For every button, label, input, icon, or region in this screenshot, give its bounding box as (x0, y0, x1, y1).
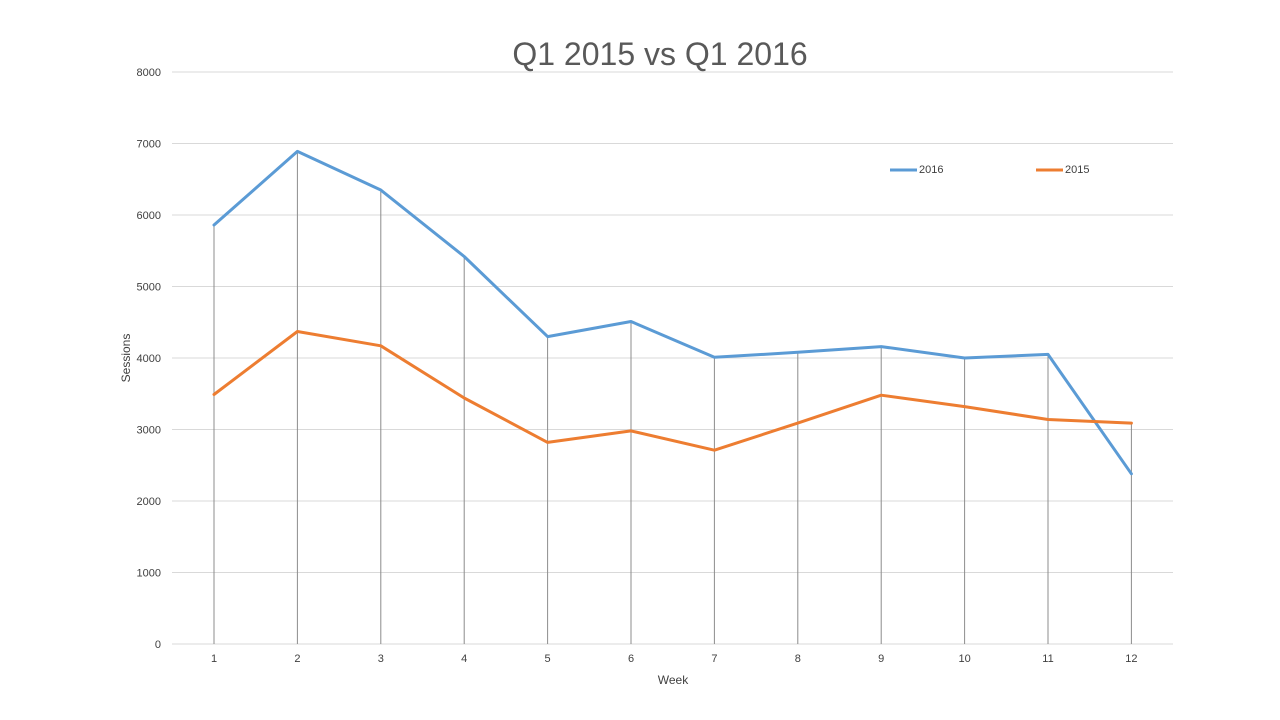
y-axis-ticks: 0 1000 2000 3000 4000 5000 6000 7000 8000 (137, 67, 161, 651)
legend: 2016 2015 (890, 164, 1089, 176)
y-tick-label: 0 (155, 639, 161, 651)
y-tick-label: 1000 (137, 568, 161, 580)
y-tick-label: 6000 (137, 210, 161, 222)
y-tick-label: 4000 (137, 353, 161, 365)
x-tick-label: 4 (461, 653, 467, 665)
y-axis-label: Sessions (119, 334, 133, 383)
series-line-2015 (212, 330, 1133, 452)
y-tick-label: 2000 (137, 496, 161, 508)
series-line-2016 (212, 149, 1133, 476)
y-tick-label: 7000 (137, 139, 161, 151)
legend-label: 2015 (1065, 164, 1089, 176)
x-tick-label: 10 (958, 653, 970, 665)
x-tick-label: 9 (878, 653, 884, 665)
x-tick-label: 6 (628, 653, 634, 665)
x-tick-label: 7 (711, 653, 717, 665)
y-tick-label: 3000 (137, 425, 161, 437)
x-tick-label: 3 (378, 653, 384, 665)
x-tick-label: 8 (795, 653, 801, 665)
y-tick-label: 5000 (137, 282, 161, 294)
x-axis-ticks: 1 2 3 4 5 6 7 8 9 10 11 12 (211, 653, 1138, 665)
x-tick-label: 5 (545, 653, 551, 665)
x-tick-label: 2 (294, 653, 300, 665)
x-tick-label: 12 (1125, 653, 1137, 665)
x-tick-label: 1 (211, 653, 217, 665)
y-tick-label: 8000 (137, 67, 161, 79)
gridlines (172, 71, 1173, 645)
series-lines (212, 149, 1133, 476)
legend-label: 2016 (919, 164, 943, 176)
chart-title: Q1 2015 vs Q1 2016 (512, 36, 807, 72)
x-axis-label: Week (658, 673, 689, 687)
x-tick-label: 11 (1042, 653, 1053, 665)
drop-lines (213, 151, 1132, 644)
